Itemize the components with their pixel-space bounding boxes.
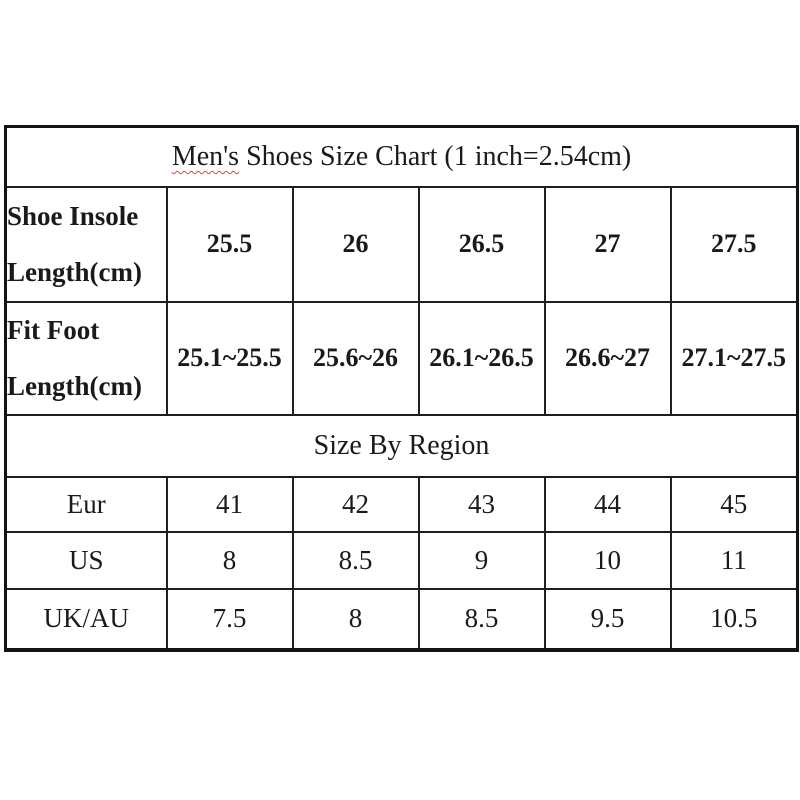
us-row: US 8 8.5 9 10 11 [4, 530, 799, 590]
eur-value-cell: 44 [543, 475, 672, 533]
insole-value-cell: 26 [291, 185, 420, 303]
fit-foot-value-cell: 27.1~27.5 [669, 300, 799, 416]
ukau-row: UK/AU 7.5 8 8.5 9.5 10.5 [4, 587, 799, 651]
insole-value-cell: 27 [543, 185, 672, 303]
section-header-size-by-region: Size By Region [4, 413, 799, 478]
chart-title: Men's Shoes Size Chart (1 inch=2.54cm) [4, 125, 799, 188]
eur-row: Eur 41 42 43 44 45 [4, 475, 799, 533]
eur-value-cell: 42 [291, 475, 420, 533]
fit-foot-row: Fit Foot Length(cm) 25.1~25.5 25.6~26 26… [4, 300, 799, 416]
insole-value-cell: 25.5 [165, 185, 294, 303]
ukau-value-cell: 10.5 [669, 587, 799, 651]
insole-value-cell: 26.5 [417, 185, 546, 303]
shoe-insole-row: Shoe Insole Length(cm) 25.5 26 26.5 27 2… [4, 185, 799, 303]
fit-foot-value-cell: 26.6~27 [543, 300, 672, 416]
insole-value-cell: 27.5 [669, 185, 799, 303]
ukau-value-cell: 9.5 [543, 587, 672, 651]
eur-value-cell: 43 [417, 475, 546, 533]
us-value-cell: 8 [165, 530, 294, 590]
region-label-us: US [4, 530, 168, 590]
fit-foot-value-cell: 26.1~26.5 [417, 300, 546, 416]
ukau-value-cell: 8.5 [417, 587, 546, 651]
section-header-row: Size By Region [4, 413, 799, 478]
title-word-mens: Men's [171, 140, 240, 172]
us-value-cell: 8.5 [291, 530, 420, 590]
row-header-line1: Fit Foot [7, 314, 100, 345]
title-rest: Shoes Size Chart (1 inch=2.54cm) [239, 140, 632, 172]
region-label-eur: Eur [4, 475, 168, 533]
fit-foot-value-cell: 25.1~25.5 [165, 300, 294, 416]
ukau-value-cell: 7.5 [165, 587, 294, 651]
ukau-value-cell: 8 [291, 587, 420, 651]
row-header-fit-foot: Fit Foot Length(cm) [4, 300, 168, 416]
title-row: Men's Shoes Size Chart (1 inch=2.54cm) [4, 125, 799, 188]
row-header-shoe-insole: Shoe Insole Length(cm) [4, 185, 168, 303]
row-header-line1: Shoe Insole [7, 200, 139, 231]
eur-value-cell: 45 [669, 475, 799, 533]
fit-foot-value-cell: 25.6~26 [291, 300, 420, 416]
us-value-cell: 11 [669, 530, 799, 590]
region-label-ukau: UK/AU [4, 587, 168, 651]
us-value-cell: 10 [543, 530, 672, 590]
size-chart-table: Men's Shoes Size Chart (1 inch=2.54cm) S… [4, 125, 800, 652]
eur-value-cell: 41 [165, 475, 294, 533]
row-header-line2: Length(cm) [7, 257, 142, 287]
us-value-cell: 9 [417, 530, 546, 590]
row-header-line2: Length(cm) [7, 371, 142, 401]
